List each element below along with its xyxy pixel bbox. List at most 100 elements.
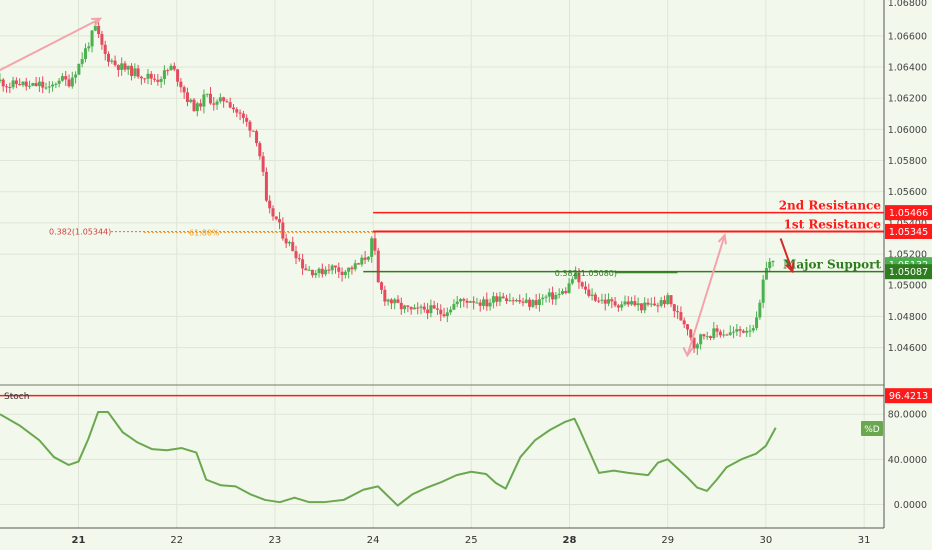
candle-body[interactable] (80, 59, 84, 64)
candle-body[interactable] (366, 256, 370, 260)
candle-body[interactable] (547, 292, 551, 297)
candle-body[interactable] (120, 63, 124, 70)
candle-body[interactable] (31, 83, 35, 86)
candle-body[interactable] (587, 289, 591, 296)
candle-body[interactable] (70, 77, 74, 87)
candle-body[interactable] (287, 242, 291, 244)
candle-body[interactable] (126, 65, 130, 70)
candle-body[interactable] (603, 299, 607, 304)
candle-body[interactable] (110, 60, 114, 62)
candle-body[interactable] (74, 74, 78, 78)
candle-body[interactable] (143, 78, 147, 80)
candle-body[interactable] (380, 282, 384, 290)
candle-body[interactable] (235, 109, 239, 113)
candle-body[interactable] (501, 296, 505, 299)
candle-body[interactable] (741, 330, 745, 333)
candle-body[interactable] (370, 238, 374, 257)
candle-body[interactable] (136, 68, 140, 77)
candle-body[interactable] (662, 300, 666, 305)
candle-body[interactable] (488, 302, 492, 307)
candle-body[interactable] (725, 334, 729, 336)
candle-body[interactable] (748, 330, 752, 332)
candle-body[interactable] (238, 112, 242, 114)
candle-body[interactable] (8, 87, 12, 89)
candle-body[interactable] (166, 70, 170, 72)
candle-body[interactable] (728, 332, 732, 335)
candle-body[interactable] (406, 305, 410, 307)
candle-body[interactable] (202, 94, 206, 107)
candle-body[interactable] (347, 267, 351, 272)
candle-body[interactable] (445, 312, 449, 317)
candle-body[interactable] (251, 130, 255, 132)
candle-body[interactable] (429, 305, 433, 314)
candle-body[interactable] (357, 263, 361, 265)
candle-body[interactable] (636, 303, 640, 306)
candle-body[interactable] (643, 302, 647, 311)
candle-body[interactable] (159, 79, 163, 82)
annotation-arrows[interactable] (0, 17, 795, 358)
candle-body[interactable] (314, 273, 318, 276)
candle-body[interactable] (695, 344, 699, 349)
candle-body[interactable] (613, 301, 617, 306)
candle-body[interactable] (491, 296, 495, 303)
candle-body[interactable] (205, 93, 209, 95)
candle-body[interactable] (679, 312, 683, 321)
candle-body[interactable] (439, 309, 443, 315)
candle-body[interactable] (593, 294, 597, 301)
candle-body[interactable] (291, 242, 295, 252)
candle-body[interactable] (485, 299, 489, 307)
candle-body[interactable] (317, 268, 321, 274)
candle-body[interactable] (37, 81, 41, 87)
candle-body[interactable] (403, 305, 407, 310)
candle-body[interactable] (537, 299, 541, 305)
candle-body[interactable] (656, 305, 660, 307)
candle-body[interactable] (771, 261, 775, 263)
candle-body[interactable] (567, 283, 571, 294)
candle-body[interactable] (28, 85, 32, 87)
price-candles[interactable] (0, 21, 775, 356)
candle-body[interactable] (482, 299, 486, 306)
candle-body[interactable] (304, 268, 308, 271)
candle-body[interactable] (14, 80, 18, 85)
candle-body[interactable] (182, 87, 186, 93)
candle-body[interactable] (373, 238, 377, 251)
candle-body[interactable] (350, 267, 354, 270)
candle-body[interactable] (185, 92, 189, 102)
candle-body[interactable] (386, 299, 390, 302)
candle-body[interactable] (409, 306, 413, 310)
candle-body[interactable] (419, 306, 423, 308)
candle-body[interactable] (103, 44, 107, 54)
candle-body[interactable] (258, 143, 262, 157)
level-lines[interactable]: 0.382(1.05344) 0.382(1.05080) 61.80% 2nd Re… (49, 199, 884, 278)
candle-body[interactable] (222, 97, 226, 102)
candle-body[interactable] (18, 84, 22, 86)
candle-body[interactable] (699, 334, 703, 345)
candle-body[interactable] (116, 65, 120, 70)
candle-body[interactable] (590, 294, 594, 296)
candle-body[interactable] (169, 65, 173, 71)
candle-body[interactable] (192, 99, 196, 112)
candle-body[interactable] (584, 286, 588, 290)
candle-body[interactable] (343, 271, 347, 275)
candle-body[interactable] (557, 293, 561, 295)
candle-body[interactable] (455, 301, 459, 305)
candle-body[interactable] (301, 259, 305, 269)
candle-body[interactable] (528, 299, 532, 307)
candle-body[interactable] (353, 263, 357, 270)
candle-body[interactable] (21, 81, 25, 85)
candle-body[interactable] (692, 337, 696, 349)
candle-body[interactable] (531, 300, 535, 307)
candle-body[interactable] (758, 302, 762, 318)
candle-body[interactable] (255, 131, 259, 144)
candle-body[interactable] (215, 101, 219, 105)
candle-body[interactable] (399, 302, 403, 310)
candle-body[interactable] (672, 304, 676, 312)
candle-body[interactable] (564, 291, 568, 294)
candle-body[interactable] (610, 299, 614, 302)
candle-body[interactable] (722, 334, 726, 336)
candle-body[interactable] (60, 76, 64, 81)
candle-body[interactable] (208, 93, 212, 104)
candle-body[interactable] (514, 300, 518, 302)
candle-body[interactable] (620, 304, 624, 308)
candle-body[interactable] (307, 269, 311, 271)
